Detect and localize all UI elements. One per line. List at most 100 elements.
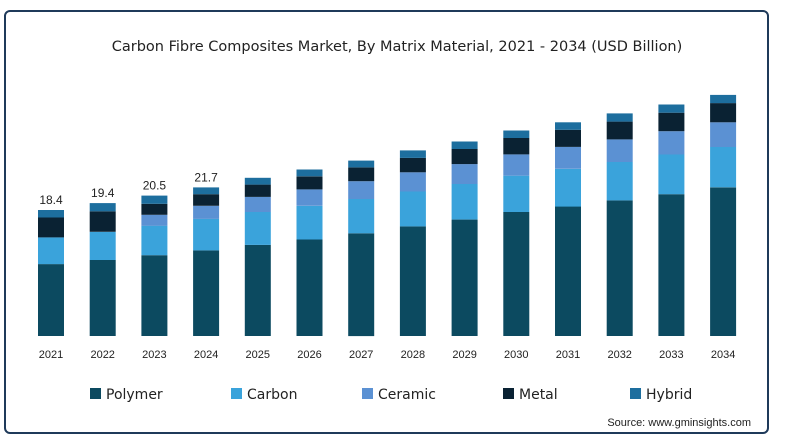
x-tick-2028: 2028 <box>401 349 425 361</box>
x-tick-labels: 2021 2022 2023 2024 2025 2026 2027 2028 2029 2030… <box>39 349 736 361</box>
x-tick-2032: 2032 <box>607 349 631 361</box>
bar-ceramic-2027 <box>348 181 375 199</box>
x-tick-2027: 2027 <box>349 349 373 361</box>
bar-polymer-2026 <box>296 239 323 336</box>
x-tick-2033: 2033 <box>659 349 683 361</box>
bar-metal-2025 <box>244 184 271 197</box>
bar-hybrid-2027 <box>348 160 375 168</box>
bar-ceramic-2032 <box>606 139 633 162</box>
legend-label-hybrid: Hybrid <box>646 387 692 403</box>
bar-carbon-2034 <box>710 146 737 188</box>
bar-hybrid-2034 <box>710 94 737 104</box>
bar-ceramic-2030 <box>503 154 530 176</box>
bar-carbon-2023 <box>141 225 168 256</box>
bar-metal-2033 <box>658 112 685 132</box>
bar-carbon-2024 <box>193 218 220 251</box>
bar-ceramic-2031 <box>555 146 581 169</box>
bar-ceramic-2028 <box>399 172 426 192</box>
bar-ceramic-2023 <box>141 214 168 226</box>
bar-hybrid-2025 <box>244 177 271 185</box>
bar-metal-2031 <box>555 129 581 147</box>
bar-carbon-2022 <box>89 231 116 260</box>
bar-carbon-2029 <box>451 183 478 220</box>
bar-hybrid-2022 <box>89 203 116 212</box>
bar-hybrid-2028 <box>399 150 426 158</box>
legend-swatch-ceramic <box>362 388 373 399</box>
bar-carbon-2031 <box>555 168 581 207</box>
bar-polymer-2034 <box>710 187 737 336</box>
bar-hybrid-2021 <box>38 210 64 218</box>
bar-polymer-2023 <box>141 255 168 336</box>
bar-carbon-2032 <box>606 162 633 201</box>
bar-polymer-2027 <box>348 233 375 337</box>
legend-swatch-hybrid <box>630 388 641 399</box>
bar-metal-2028 <box>399 157 426 173</box>
bar-polymer-2028 <box>399 226 426 336</box>
legend-label-metal: Metal <box>519 387 558 403</box>
legend: Polymer Carbon Ceramic Metal Hybrid <box>90 387 692 403</box>
bar-carbon-2021 <box>38 237 64 265</box>
bar-hybrid-2029 <box>451 141 478 149</box>
bar-polymer-2022 <box>89 260 116 336</box>
bar-carbon-2033 <box>658 154 685 195</box>
bar-metal-2027 <box>348 167 375 182</box>
bar-metal-2024 <box>193 194 220 206</box>
bar-polymer-2021 <box>38 264 64 336</box>
bar-ceramic-2026 <box>296 189 323 206</box>
bar-polymer-2030 <box>503 212 530 336</box>
legend-label-polymer: Polymer <box>106 387 163 403</box>
bar-carbon-2026 <box>296 205 323 240</box>
bar-metal-2022 <box>89 211 116 232</box>
bar-hybrid-2031 <box>555 122 581 130</box>
legend-swatch-carbon <box>231 388 242 399</box>
x-tick-2026: 2026 <box>297 349 321 361</box>
bar-polymer-2029 <box>451 219 478 336</box>
x-tick-2031: 2031 <box>556 349 580 361</box>
bar-metal-2029 <box>451 149 478 165</box>
x-tick-2023: 2023 <box>142 349 166 361</box>
bar-carbon-2028 <box>399 191 426 227</box>
bar-carbon-2027 <box>348 199 375 234</box>
x-tick-2024: 2024 <box>194 349 218 361</box>
bar-hybrid-2023 <box>141 195 168 204</box>
data-label-2021: 18.4 <box>39 193 63 207</box>
chart-frame <box>4 10 769 434</box>
bar-hybrid-2026 <box>296 169 323 177</box>
bar-polymer-2031 <box>555 206 581 336</box>
bar-hybrid-2024 <box>193 187 220 195</box>
bar-carbon-2030 <box>503 175 530 212</box>
data-label-2024: 21.7 <box>194 170 218 184</box>
chart-title: Carbon Fibre Composites Market, By Matri… <box>112 39 683 55</box>
bar-ceramic-2033 <box>658 131 685 155</box>
bar-ceramic-2025 <box>244 196 271 212</box>
x-tick-2025: 2025 <box>246 349 270 361</box>
bar-polymer-2025 <box>244 244 271 336</box>
x-tick-2021: 2021 <box>39 349 63 361</box>
data-label-2022: 19.4 <box>91 186 115 200</box>
bar-ceramic-2034 <box>710 122 737 147</box>
bar-ceramic-2029 <box>451 164 478 184</box>
bar-polymer-2033 <box>658 194 685 336</box>
x-tick-2029: 2029 <box>452 349 476 361</box>
data-labels: 18.4 19.4 20.5 21.7 <box>39 170 218 207</box>
legend-label-ceramic: Ceramic <box>378 387 436 403</box>
bar-polymer-2024 <box>193 250 220 336</box>
bar-polymer-2032 <box>606 200 633 336</box>
bar-metal-2026 <box>296 176 323 190</box>
bars-group <box>38 94 737 337</box>
bar-ceramic-2024 <box>193 205 220 219</box>
legend-swatch-polymer <box>90 388 101 399</box>
x-tick-2022: 2022 <box>90 349 114 361</box>
x-tick-2030: 2030 <box>504 349 528 361</box>
legend-label-carbon: Carbon <box>247 387 297 403</box>
bar-hybrid-2030 <box>503 130 530 138</box>
bar-metal-2034 <box>710 103 737 123</box>
legend-swatch-metal <box>503 388 514 399</box>
x-tick-2034: 2034 <box>711 349 735 361</box>
bar-carbon-2025 <box>244 212 271 245</box>
bar-metal-2030 <box>503 138 530 155</box>
source-note: Source: www.gminsights.com <box>607 417 751 429</box>
bar-metal-2023 <box>141 203 168 215</box>
bar-metal-2021 <box>38 217 64 238</box>
